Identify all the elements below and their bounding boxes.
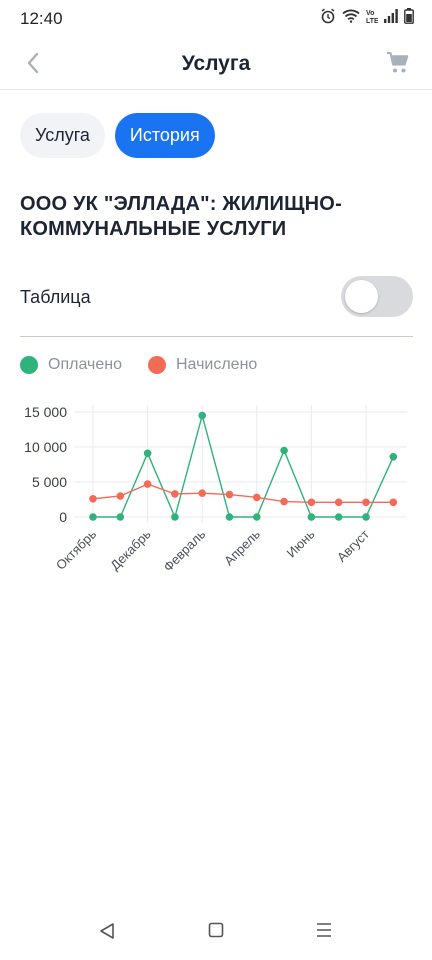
data-point bbox=[362, 513, 370, 521]
cart-button[interactable] bbox=[386, 51, 410, 80]
data-point bbox=[171, 513, 179, 521]
table-toggle-label: Таблица bbox=[20, 287, 91, 307]
data-point bbox=[198, 411, 206, 420]
tab-history[interactable]: История bbox=[114, 113, 215, 158]
data-point bbox=[143, 480, 152, 488]
toggle-knob bbox=[345, 280, 378, 313]
y-tick-label: 10 000 bbox=[24, 439, 67, 455]
svg-text:LTE: LTE bbox=[366, 18, 378, 24]
series-line-0 bbox=[93, 412, 394, 520]
x-tick-label: Апрель bbox=[221, 526, 263, 568]
data-point bbox=[334, 498, 343, 507]
svg-text:Vo: Vo bbox=[366, 10, 374, 17]
data-point bbox=[252, 493, 261, 502]
data-point bbox=[307, 513, 316, 521]
data-point bbox=[280, 446, 288, 455]
data-point bbox=[334, 513, 343, 521]
legend-item-paid[interactable]: Оплачено bbox=[20, 356, 122, 374]
y-tick-label: 0 bbox=[59, 509, 67, 525]
data-point bbox=[225, 490, 234, 499]
app-header: Услуга bbox=[0, 38, 432, 90]
status-time: 12:40 bbox=[20, 9, 63, 28]
legend-dot-charged bbox=[147, 356, 166, 374]
data-point bbox=[143, 449, 152, 458]
data-point bbox=[225, 513, 234, 521]
y-tick-label: 5 000 bbox=[32, 474, 67, 490]
menu-lines-icon[interactable] bbox=[315, 922, 333, 943]
x-tick-label: Октябрь bbox=[53, 526, 99, 572]
tabs: Услуга История bbox=[20, 113, 215, 158]
system-nav-bar bbox=[0, 902, 432, 960]
data-point bbox=[171, 490, 179, 498]
tab-service[interactable]: Услуга bbox=[20, 113, 105, 158]
table-toggle[interactable] bbox=[341, 276, 413, 317]
data-point bbox=[116, 492, 125, 500]
data-point bbox=[198, 489, 206, 497]
status-icons: Vo LTE bbox=[320, 8, 414, 24]
home-square-icon[interactable] bbox=[208, 922, 224, 943]
x-tick-label: Август bbox=[334, 526, 372, 564]
signal-icon bbox=[384, 9, 398, 23]
alarm-icon bbox=[320, 8, 336, 24]
chevron-left-icon bbox=[26, 52, 40, 79]
table-toggle-row: Таблица bbox=[20, 275, 413, 337]
legend-dot-paid bbox=[20, 356, 38, 374]
status-bar: 12:40 Vo LTE bbox=[0, 0, 432, 38]
legend-item-charged[interactable]: Начислено bbox=[147, 356, 258, 374]
x-tick-label: Июнь bbox=[284, 526, 318, 560]
series-line-1 bbox=[92, 483, 394, 504]
data-point bbox=[389, 453, 398, 461]
wifi-icon bbox=[342, 9, 360, 23]
data-point bbox=[252, 513, 261, 521]
data-point bbox=[389, 498, 398, 507]
back-triangle-icon[interactable] bbox=[99, 922, 115, 945]
chart-legend: Оплачено Начислено bbox=[20, 356, 257, 374]
y-tick-label: 15 000 bbox=[24, 404, 67, 420]
volte-icon: Vo LTE bbox=[366, 8, 378, 24]
legend-label-charged: Начислено bbox=[175, 356, 258, 373]
data-point bbox=[89, 513, 97, 521]
cart-icon bbox=[386, 52, 410, 79]
data-point bbox=[280, 497, 288, 506]
section-title: ООО УК "ЭЛЛАДА": ЖИЛИЩНО-КОММУНАЛЬНЫЕ УС… bbox=[20, 193, 342, 240]
battery-icon bbox=[404, 8, 414, 24]
x-tick-label: Февраль bbox=[160, 526, 208, 574]
data-point bbox=[362, 498, 370, 507]
back-button[interactable] bbox=[20, 52, 46, 78]
data-point bbox=[116, 513, 125, 521]
page-title: Услуга bbox=[181, 52, 251, 75]
data-point bbox=[307, 498, 316, 507]
legend-label-paid: Оплачено bbox=[48, 356, 122, 373]
x-tick-label: Декабрь bbox=[107, 526, 154, 573]
data-point bbox=[89, 495, 97, 503]
